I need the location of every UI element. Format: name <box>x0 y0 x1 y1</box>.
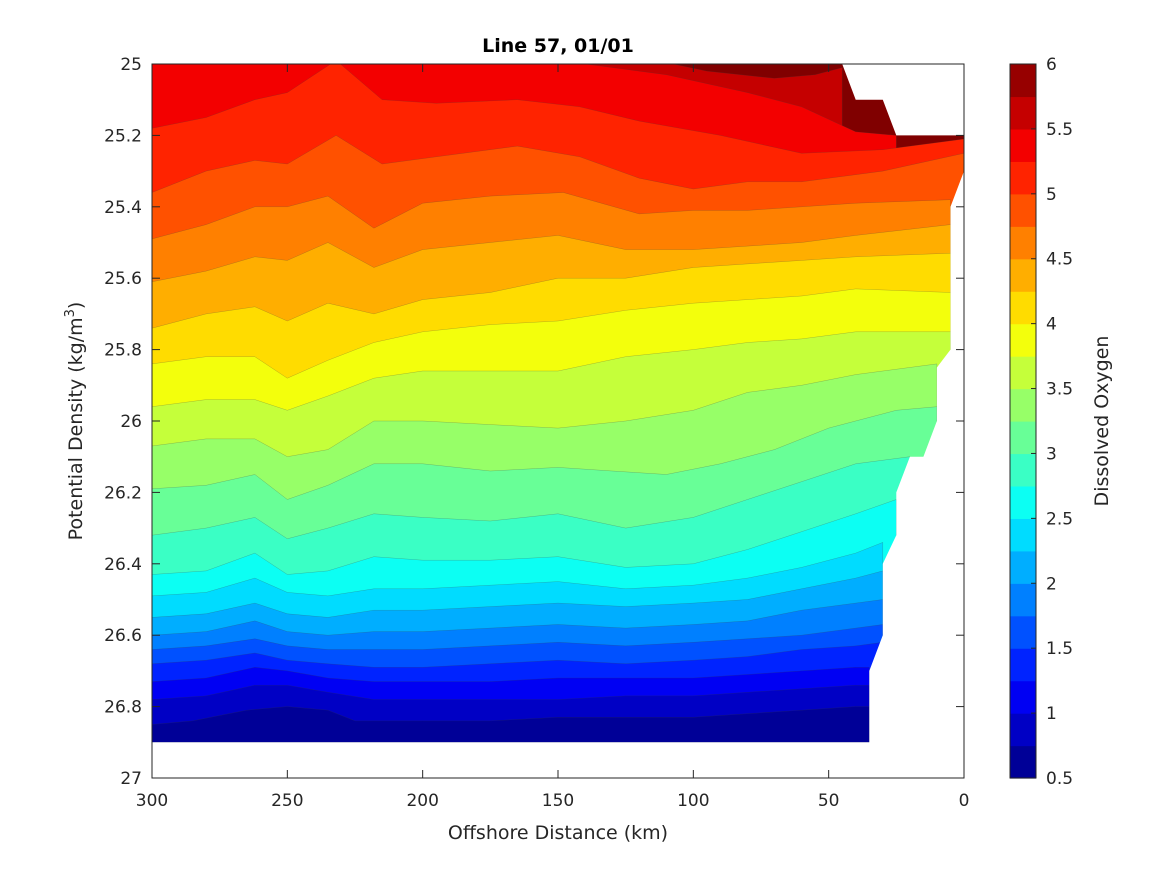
colorbar-tick-label: 1 <box>1046 704 1057 724</box>
colorbar-band <box>1010 96 1036 130</box>
colorbar-band <box>1010 680 1036 714</box>
colorbar-band <box>1010 583 1036 617</box>
x-tick-label: 200 <box>406 791 438 811</box>
colorbar-band <box>1010 421 1036 455</box>
colorbar-tick-label: 3 <box>1046 444 1057 464</box>
colorbar-tick-label: 1.5 <box>1046 639 1073 659</box>
colorbar-tick-label: 3.5 <box>1046 380 1073 400</box>
y-axis-label-end: ) <box>65 302 87 309</box>
colorbar-tick-label: 2 <box>1046 574 1057 594</box>
y-tick-label: 25.8 <box>104 341 142 361</box>
y-tick-label: 25 <box>120 55 142 75</box>
no-data-mask <box>152 64 964 778</box>
colorbar-tick-label: 0.5 <box>1046 769 1073 789</box>
chart-title: Line 57, 01/01 <box>482 35 634 57</box>
colorbar-band <box>1010 356 1036 390</box>
y-axis-label-main: Potential Density (kg/m <box>65 317 87 540</box>
y-tick-label: 26.4 <box>104 555 142 575</box>
x-tick-label: 300 <box>136 791 168 811</box>
colorbar-band <box>1010 323 1036 357</box>
colorbar-band <box>1010 161 1036 195</box>
y-tick-label: 26 <box>120 412 142 432</box>
x-axis: 300 250 200 150 100 50 0 <box>136 64 970 811</box>
colorbar-band <box>1010 193 1036 227</box>
x-tick-label: 250 <box>271 791 303 811</box>
colorbar-band <box>1010 226 1036 260</box>
colorbar-band <box>1010 453 1036 487</box>
colorbar-tick-label: 5 <box>1046 185 1057 205</box>
contour-fill-layer <box>152 64 964 778</box>
colorbar-tick-label: 4.5 <box>1046 250 1073 270</box>
y-tick-label: 26.8 <box>104 698 142 718</box>
y-tick-label: 25.2 <box>104 126 142 146</box>
colorbar-band <box>1010 291 1036 325</box>
y-tick-label: 26.2 <box>104 483 142 503</box>
y-axis-label: Potential Density (kg/m3) <box>63 302 87 541</box>
y-tick-label: 25.4 <box>104 198 142 218</box>
colorbar-band <box>1010 485 1036 519</box>
colorbar-band <box>1010 713 1036 747</box>
y-axis-label-superscript: 3 <box>63 309 78 317</box>
x-tick-label: 100 <box>677 791 709 811</box>
colorbar-band <box>1010 648 1036 682</box>
x-tick-label: 150 <box>542 791 574 811</box>
x-tick-label: 0 <box>959 791 970 811</box>
colorbar-band <box>1010 518 1036 552</box>
colorbar <box>1010 64 1036 779</box>
colorbar-band <box>1010 615 1036 649</box>
colorbar-tick-label: 4 <box>1046 315 1057 335</box>
colorbar-band <box>1010 388 1036 422</box>
colorbar-band <box>1010 258 1036 292</box>
x-tick-label: 50 <box>818 791 840 811</box>
colorbar-band <box>1010 745 1036 779</box>
colorbar-tick-label: 2.5 <box>1046 509 1073 529</box>
colorbar-label: Dissolved Oxygen <box>1091 336 1113 507</box>
colorbar-band <box>1010 64 1036 98</box>
colorbar-tick-label: 5.5 <box>1046 120 1073 140</box>
colorbar-tick-label: 6 <box>1046 55 1057 75</box>
colorbar-frame <box>1009 63 1037 779</box>
y-tick-label: 25.6 <box>104 269 142 289</box>
colorbar-band <box>1010 550 1036 584</box>
y-tick-label: 27 <box>120 769 142 789</box>
y-axis: 25 25.2 25.4 25.6 25.8 26 26.2 26.4 26.6 26.8 27 <box>104 55 964 789</box>
colorbar-axis: 0.5 1 1.5 2 2.5 3 3.5 4 4.5 5 5.5 6 <box>1031 55 1073 789</box>
x-axis-label: Offshore Distance (km) <box>448 822 668 844</box>
y-tick-label: 26.6 <box>104 626 142 646</box>
colorbar-band <box>1010 128 1036 162</box>
